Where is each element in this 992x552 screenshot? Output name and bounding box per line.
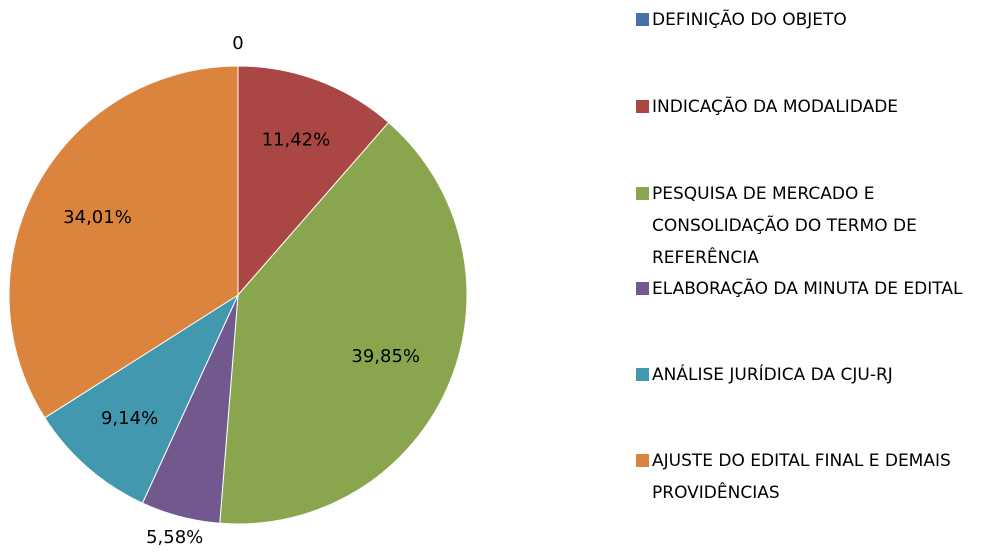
legend-item: AJUSTE DO EDITAL FINAL E DEMAIS PROVIDÊN… xyxy=(636,445,988,509)
legend-swatch xyxy=(636,454,649,467)
legend-swatch xyxy=(636,13,649,26)
legend-item: PESQUISA DE MERCADO E CONSOLIDAÇÃO DO TE… xyxy=(636,178,988,274)
data-label: 5,58% xyxy=(146,527,203,548)
legend-swatch xyxy=(636,282,649,295)
data-label: 9,14% xyxy=(101,408,158,429)
pie-slice xyxy=(219,121,468,525)
legend-swatch xyxy=(636,100,649,113)
legend-swatch xyxy=(636,368,649,381)
legend-item: ELABORAÇÃO DA MINUTA DE EDITAL xyxy=(636,273,988,305)
pie-slice xyxy=(44,293,240,504)
legend-label: PESQUISA DE MERCADO E CONSOLIDAÇÃO DO TE… xyxy=(652,184,917,268)
legend-swatch xyxy=(636,187,649,200)
data-label: 11,42% xyxy=(262,130,331,151)
legend-item: ANÁLISE JURÍDICA DA CJU-RJ xyxy=(636,359,988,391)
pie-slice xyxy=(237,65,390,297)
legend-label: ANÁLISE JURÍDICA DA CJU-RJ xyxy=(652,365,893,385)
legend-label: DEFINIÇÃO DO OBJETO xyxy=(652,10,847,30)
legend-label: INDICAÇÃO DA MODALIDADE xyxy=(652,97,899,117)
legend-label: ELABORAÇÃO DA MINUTA DE EDITAL xyxy=(652,279,963,299)
legend-item: DEFINIÇÃO DO OBJETO xyxy=(636,4,988,36)
data-label: 39,85% xyxy=(351,346,420,367)
data-label: 0 xyxy=(232,33,243,54)
pie-slice xyxy=(8,65,239,419)
legend-label: AJUSTE DO EDITAL FINAL E DEMAIS PROVIDÊN… xyxy=(652,451,951,503)
legend-item: INDICAÇÃO DA MODALIDADE xyxy=(636,91,988,123)
data-label: 34,01% xyxy=(63,207,132,228)
